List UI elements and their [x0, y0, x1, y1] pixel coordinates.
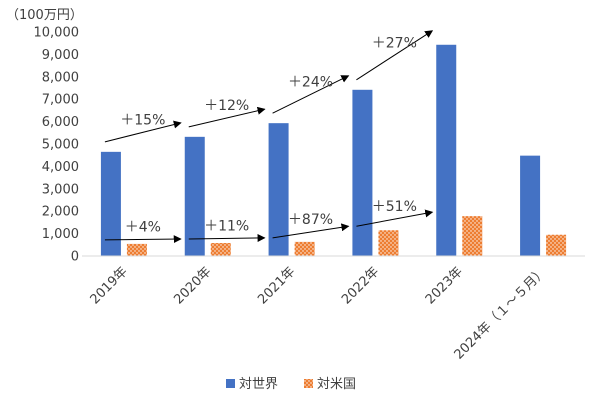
bar-world [184, 136, 205, 256]
legend-swatch [304, 379, 313, 388]
bar-us [126, 243, 147, 256]
growth-arrow-us [104, 235, 182, 244]
bar-world [268, 123, 289, 256]
y-tick-label: 6,000 [42, 115, 79, 130]
growth-arrow-us [272, 223, 350, 239]
growth-label-us: ＋87% [288, 212, 333, 228]
growth-arrow-world [188, 106, 266, 128]
y-tick-label: 5,000 [42, 138, 79, 153]
y-tick-label: 2,000 [42, 205, 79, 220]
y-tick-label: 4,000 [42, 160, 79, 175]
y-tick-label: 10,000 [34, 26, 80, 41]
bar-us [546, 234, 567, 256]
growth-label-world: ＋27% [372, 35, 417, 51]
y-tick-label: 7,000 [42, 93, 79, 108]
y-tick-label: 8,000 [42, 70, 79, 85]
bar-world [436, 44, 457, 256]
bar-world [100, 151, 121, 256]
x-tick-label: 2021年 [255, 264, 298, 307]
bars [82, 44, 585, 257]
growth-label-us: ＋4% [125, 219, 161, 235]
y-tick-label: 9,000 [42, 48, 79, 63]
x-tick-label: 2022年 [339, 264, 382, 307]
growth-annotations: ＋15% ＋12% ＋24% ＋27% ＋4% ＋11% ＋87% ＋51% [104, 30, 434, 244]
y-tick-label: 0 [71, 250, 79, 265]
legend-swatch [226, 379, 235, 388]
unit-label: （100万円） [6, 8, 83, 23]
x-tick-label: 2024年（１～５月） [452, 264, 550, 362]
growth-label-world: ＋15% [120, 112, 165, 128]
growth-label-world: ＋12% [204, 98, 249, 114]
legend-label: 対世界 [239, 377, 278, 392]
bar-world [520, 155, 541, 256]
growth-arrow-world [104, 120, 182, 143]
y-axis: 0 1,000 2,000 3,000 4,000 5,000 6,000 7,000 8,00… [34, 26, 80, 265]
y-tick-label: 1,000 [42, 227, 79, 242]
bar-world [352, 89, 373, 257]
x-tick-label: 2019年 [88, 264, 131, 307]
growth-arrow-us [188, 233, 266, 242]
growth-label-world: ＋24% [288, 74, 333, 90]
legend-label: 対米国 [317, 377, 356, 392]
bar-us [378, 230, 399, 256]
growth-label-us: ＋51% [372, 199, 417, 215]
legend: 対世界 対米国 [226, 377, 356, 392]
growth-arrow-world [272, 75, 350, 114]
bar-us [294, 241, 315, 256]
growth-arrow-world [356, 30, 434, 81]
x-tick-label: 2023年 [423, 264, 466, 307]
x-tick-label: 2020年 [171, 264, 214, 307]
bar-us [210, 243, 231, 256]
growth-arrow-us [356, 209, 434, 227]
bar-us [462, 216, 483, 256]
y-tick-label: 3,000 [42, 182, 79, 197]
growth-label-us: ＋11% [204, 218, 249, 234]
